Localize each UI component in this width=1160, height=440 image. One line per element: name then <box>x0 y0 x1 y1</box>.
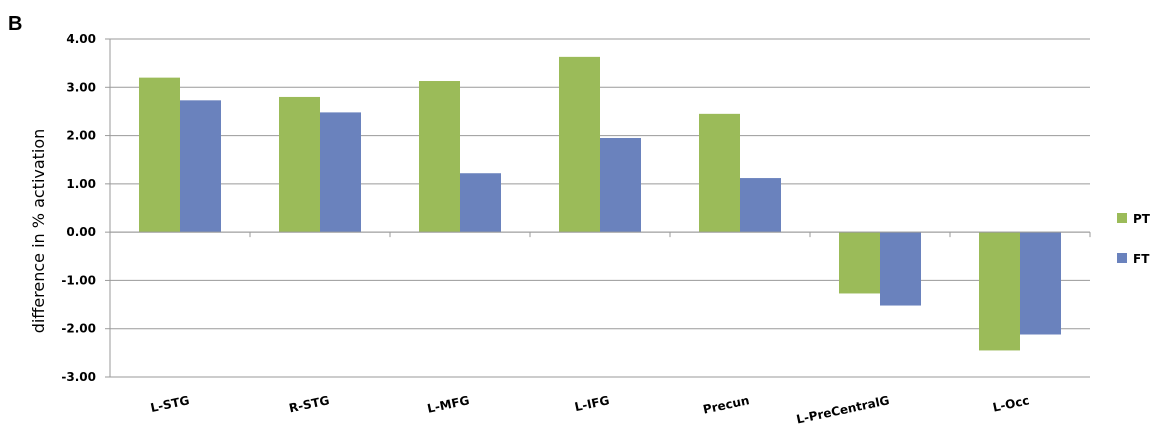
legend-swatch-ft <box>1117 253 1127 263</box>
y-tick-label: 3.00 <box>66 80 96 94</box>
axes <box>105 38 1091 378</box>
category-label: L-MFG <box>426 393 471 416</box>
legend-swatch-pt <box>1117 213 1127 223</box>
legend-label-pt: PT <box>1133 212 1151 226</box>
category-label: R-STG <box>288 393 331 415</box>
y-tick-label: -1.00 <box>61 273 96 287</box>
y-tick-label: 4.00 <box>66 32 96 46</box>
bar-ft-r-stg <box>320 112 361 233</box>
category-label: L-STG <box>149 393 190 415</box>
bars <box>139 56 1061 351</box>
legend: PT FT <box>1117 212 1151 266</box>
category-labels: L-STG R-STG L-MFG L-IFG Precun L-PreCentralG L… <box>149 393 1030 426</box>
legend-label-ft: FT <box>1133 252 1150 266</box>
bar-pt-l-occ <box>979 232 1020 351</box>
bar-pt-l-ifg <box>559 56 600 233</box>
category-label: L-IFG <box>573 393 610 414</box>
bar-pt-l-precentralg <box>839 232 880 294</box>
bar-pt-r-stg <box>279 96 320 233</box>
bar-pt-l-mfg <box>419 81 460 233</box>
y-tick-label: 1.00 <box>66 177 96 191</box>
bar-ft-l-stg <box>180 100 221 233</box>
y-tick-labels: 4.00 3.00 2.00 1.00 0.00 -1.00 -2.00 -3.00 <box>61 32 96 384</box>
y-tick-label: 2.00 <box>66 129 96 143</box>
bar-ft-l-mfg <box>460 173 501 233</box>
bar-ft-precun <box>740 178 781 233</box>
bar-ft-l-precentralg <box>880 232 921 306</box>
y-tick-label: -3.00 <box>61 370 96 384</box>
category-label: Precun <box>702 393 751 416</box>
y-tick-label: 0.00 <box>66 225 96 239</box>
bar-ft-l-occ <box>1020 232 1061 335</box>
y-axis-label: difference in % activation <box>29 129 48 334</box>
category-label: L-PreCentralG <box>795 393 891 426</box>
bar-pt-precun <box>699 113 740 233</box>
bar-pt-l-stg <box>139 77 180 233</box>
panel-label: B <box>8 13 22 35</box>
bar-ft-l-ifg <box>600 137 641 233</box>
y-tick-label: -2.00 <box>61 322 96 336</box>
category-label: L-Occ <box>991 393 1030 414</box>
